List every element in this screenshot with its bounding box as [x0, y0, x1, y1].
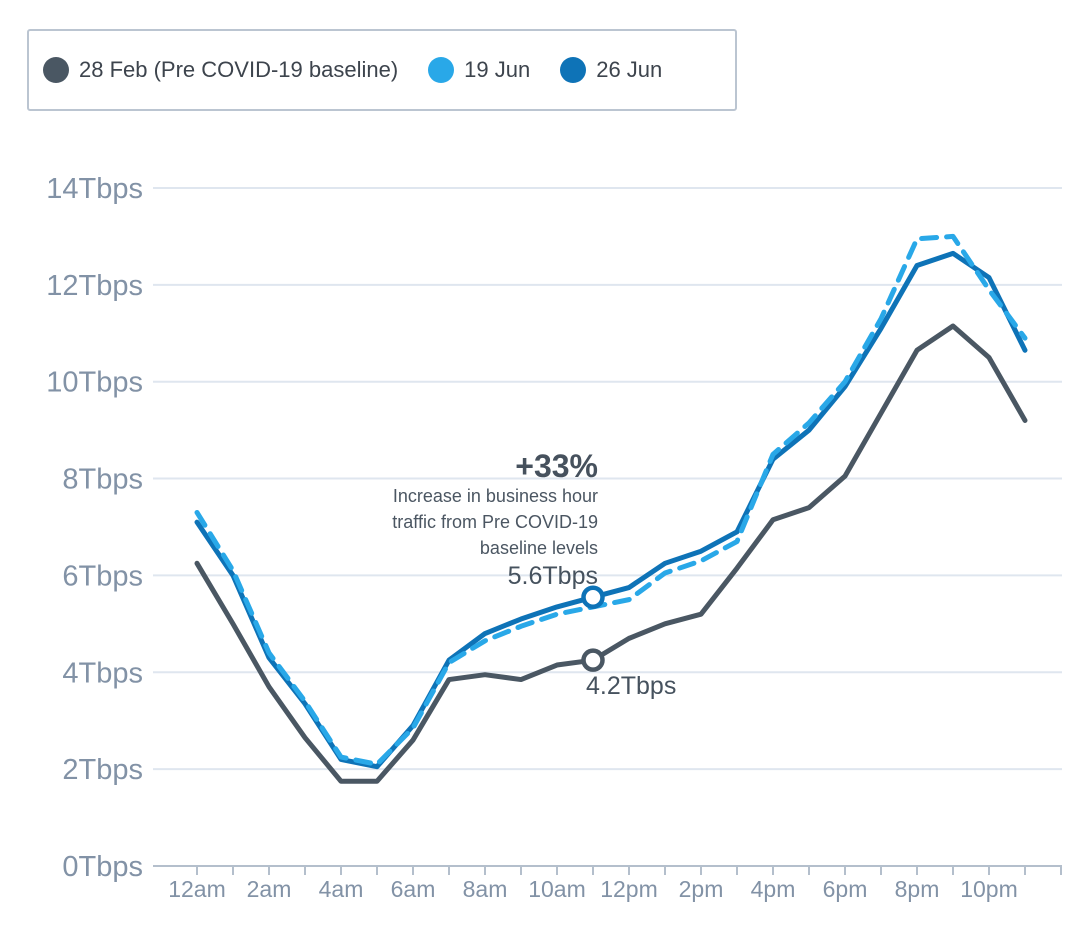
x-tick-label: 12am: [168, 876, 226, 902]
x-axis-ticks: [196, 867, 1062, 875]
legend-dot-28feb: [43, 57, 69, 83]
legend-item-26jun: 26 Jun: [560, 57, 662, 83]
legend-item-28feb: 28 Feb (Pre COVID-19 baseline): [43, 57, 398, 83]
legend-dot-19jun: [428, 57, 455, 83]
feb-marker-value: 4.2Tbps: [586, 672, 677, 700]
x-tick-label: 2am: [247, 876, 292, 902]
x-tick-label: 6pm: [823, 876, 868, 902]
legend-label-19jun: 19 Jun: [464, 57, 531, 82]
gridlines: [153, 186, 1062, 867]
legend-item-19jun: 19 Jun: [428, 57, 530, 83]
y-tick-label: 14Tbps: [46, 173, 143, 205]
growth-percentage: +33%: [515, 448, 598, 484]
x-tick-label: 4am: [319, 876, 364, 902]
y-tick-label: 10Tbps: [46, 367, 143, 399]
data-point-marker: [581, 648, 605, 672]
x-tick-label: 10am: [528, 876, 586, 902]
annotation-line-2: traffic from Pre COVID-19: [392, 512, 598, 532]
chart-legend: 28 Feb (Pre COVID-19 baseline) 19 Jun 26…: [27, 29, 737, 111]
series-line-19-jun: [194, 233, 1028, 767]
data-point-marker: [581, 585, 605, 609]
legend-dot-26jun: [560, 57, 587, 83]
x-tick-label: 4pm: [751, 876, 796, 902]
growth-annotation: +33% Increase in business hour traffic f…: [392, 449, 598, 590]
x-tick-label: 10pm: [960, 876, 1018, 902]
x-tick-label: 6am: [391, 876, 436, 902]
x-tick-label: 8pm: [895, 876, 940, 902]
legend-label-28feb: 28 Feb (Pre COVID-19 baseline): [79, 57, 399, 82]
x-tick-label: 8am: [463, 876, 508, 902]
x-tick-label: 12pm: [600, 876, 658, 902]
y-axis-labels: 0Tbps 2Tbps 4Tbps 6Tbps 8Tbps 10Tbps 12Tbps 14T…: [46, 173, 143, 883]
y-tick-label: 12Tbps: [46, 270, 143, 302]
y-tick-label: 6Tbps: [62, 560, 143, 592]
annotation-line-3: baseline levels: [479, 538, 598, 558]
legend-label-26jun: 26 Jun: [596, 57, 663, 82]
y-tick-label: 8Tbps: [62, 464, 143, 496]
x-axis-labels: 12am 2am 4am 6am 8am 10am 12pm 2pm 4pm 6pm 8pm 10pm: [168, 876, 1018, 902]
y-tick-label: 0Tbps: [62, 851, 143, 883]
jun-marker-value: 5.6Tbps: [507, 562, 598, 590]
annotation-line-1: Increase in business hour: [392, 486, 598, 506]
y-tick-label: 2Tbps: [62, 754, 143, 786]
x-tick-label: 2pm: [679, 876, 724, 902]
y-tick-label: 4Tbps: [62, 657, 143, 689]
series-line-28-feb-pre-covid-19-baseline-: [194, 323, 1028, 784]
